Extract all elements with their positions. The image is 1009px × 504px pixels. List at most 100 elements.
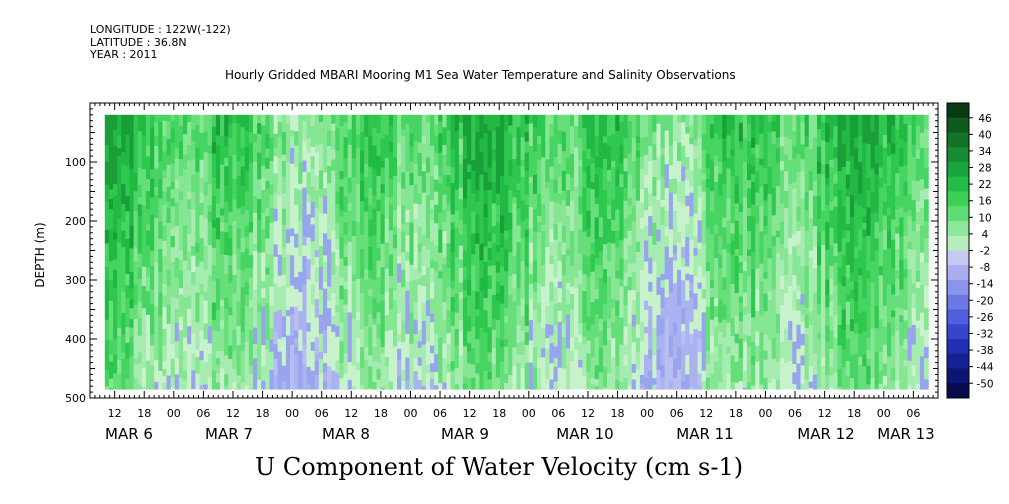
heatmap-cell <box>751 204 756 217</box>
heatmap-cell <box>924 330 929 348</box>
heatmap-cell <box>537 260 542 285</box>
heatmap-cell <box>578 196 583 215</box>
heatmap-cell <box>541 224 546 232</box>
heatmap-cell <box>310 133 316 148</box>
heatmap-cell <box>430 157 435 177</box>
heatmap-cell <box>491 364 497 373</box>
heatmap-cell <box>199 283 205 296</box>
heatmap-cell <box>322 371 328 382</box>
heatmap-cell <box>644 114 649 138</box>
heatmap-cell <box>722 277 728 291</box>
heatmap-cell <box>207 343 213 355</box>
heatmap-cell <box>178 213 184 234</box>
heatmap-cell <box>623 171 629 189</box>
heatmap-cell <box>907 370 913 386</box>
heatmap-cell <box>870 192 876 199</box>
heatmap-cell <box>611 338 616 358</box>
heatmap-cell <box>318 267 324 280</box>
heatmap-cell <box>211 319 217 332</box>
heatmap-cell <box>125 152 131 167</box>
heatmap-cell <box>537 232 542 241</box>
heatmap-cell <box>215 239 221 258</box>
heatmap-cell <box>397 313 402 323</box>
heatmap-cell <box>891 183 896 200</box>
heatmap-cell <box>677 328 682 348</box>
heatmap-cell <box>553 381 559 390</box>
heatmap-cell <box>491 203 497 227</box>
heatmap-cell <box>343 235 349 246</box>
heatmap-cell <box>586 210 592 229</box>
heatmap-cell <box>121 327 126 335</box>
heatmap-cell <box>775 252 781 274</box>
heatmap-cell <box>751 154 756 167</box>
heatmap-cell <box>261 252 266 268</box>
heatmap-cell <box>845 375 851 390</box>
heatmap-cell <box>446 186 452 204</box>
heatmap-cell <box>594 264 600 280</box>
heatmap-cell <box>310 125 316 135</box>
heatmap-cell <box>384 134 390 159</box>
heatmap-cell <box>397 256 402 264</box>
heatmap-cell <box>541 286 546 308</box>
heatmap-cell <box>475 154 481 176</box>
heatmap-cell <box>672 283 678 306</box>
heatmap-cell <box>738 296 744 304</box>
heatmap-cell <box>635 337 641 353</box>
heatmap-cell <box>108 114 114 138</box>
heatmap-cell <box>833 223 839 244</box>
heatmap-cell <box>162 369 168 377</box>
heatmap-cell <box>154 250 159 264</box>
heatmap-cell <box>907 327 913 342</box>
heatmap-cell <box>355 300 361 313</box>
heatmap-cell <box>285 347 291 372</box>
heatmap-cell <box>524 381 530 390</box>
heatmap-cell <box>841 114 847 131</box>
heatmap-cell <box>434 124 439 137</box>
heatmap-cell <box>594 136 600 157</box>
heatmap-cell <box>738 357 744 382</box>
heatmap-cell <box>207 288 213 298</box>
heatmap-cell <box>343 196 349 213</box>
heatmap-cell <box>499 176 505 190</box>
heatmap-cell <box>697 373 703 386</box>
heatmap-cell <box>376 211 382 231</box>
heatmap-cell <box>438 212 443 231</box>
heatmap-cell <box>475 243 481 265</box>
heatmap-cell <box>244 114 250 132</box>
heatmap-cell <box>858 365 863 382</box>
heatmap-cell <box>380 294 386 302</box>
heatmap-cell <box>668 114 674 134</box>
heatmap-cell <box>364 114 369 138</box>
heatmap-cell <box>730 284 736 301</box>
heatmap-cell <box>775 313 781 334</box>
heatmap-cell <box>714 181 719 194</box>
heatmap-cell <box>335 336 341 361</box>
heatmap-cell <box>220 173 225 192</box>
heatmap-cell <box>611 149 616 162</box>
heatmap-cell <box>244 236 250 249</box>
heatmap-cell <box>166 375 172 390</box>
heatmap-cell <box>467 187 472 206</box>
heatmap-cell <box>751 181 756 196</box>
heatmap-cell <box>125 166 131 175</box>
heatmap-cell <box>660 199 666 208</box>
heatmap-cell <box>446 175 452 187</box>
heatmap-cell <box>689 274 695 284</box>
heatmap-cell <box>207 376 213 390</box>
heatmap-cell <box>232 179 238 200</box>
heatmap-cell <box>108 154 114 175</box>
heatmap-cell <box>384 315 390 332</box>
heatmap-cell <box>709 335 715 344</box>
heatmap-cell <box>413 218 419 234</box>
heatmap-cell <box>137 351 143 364</box>
heatmap-cell <box>298 154 303 164</box>
heatmap-cell <box>504 322 509 340</box>
heatmap-cell <box>145 114 151 132</box>
heatmap-cell <box>281 337 287 346</box>
heatmap-cell <box>479 138 485 153</box>
heatmap-cell <box>833 362 839 374</box>
heatmap-cell <box>314 226 320 251</box>
heatmap-cell <box>450 148 456 168</box>
heatmap-cell <box>199 309 205 332</box>
heatmap-cell <box>372 361 378 383</box>
